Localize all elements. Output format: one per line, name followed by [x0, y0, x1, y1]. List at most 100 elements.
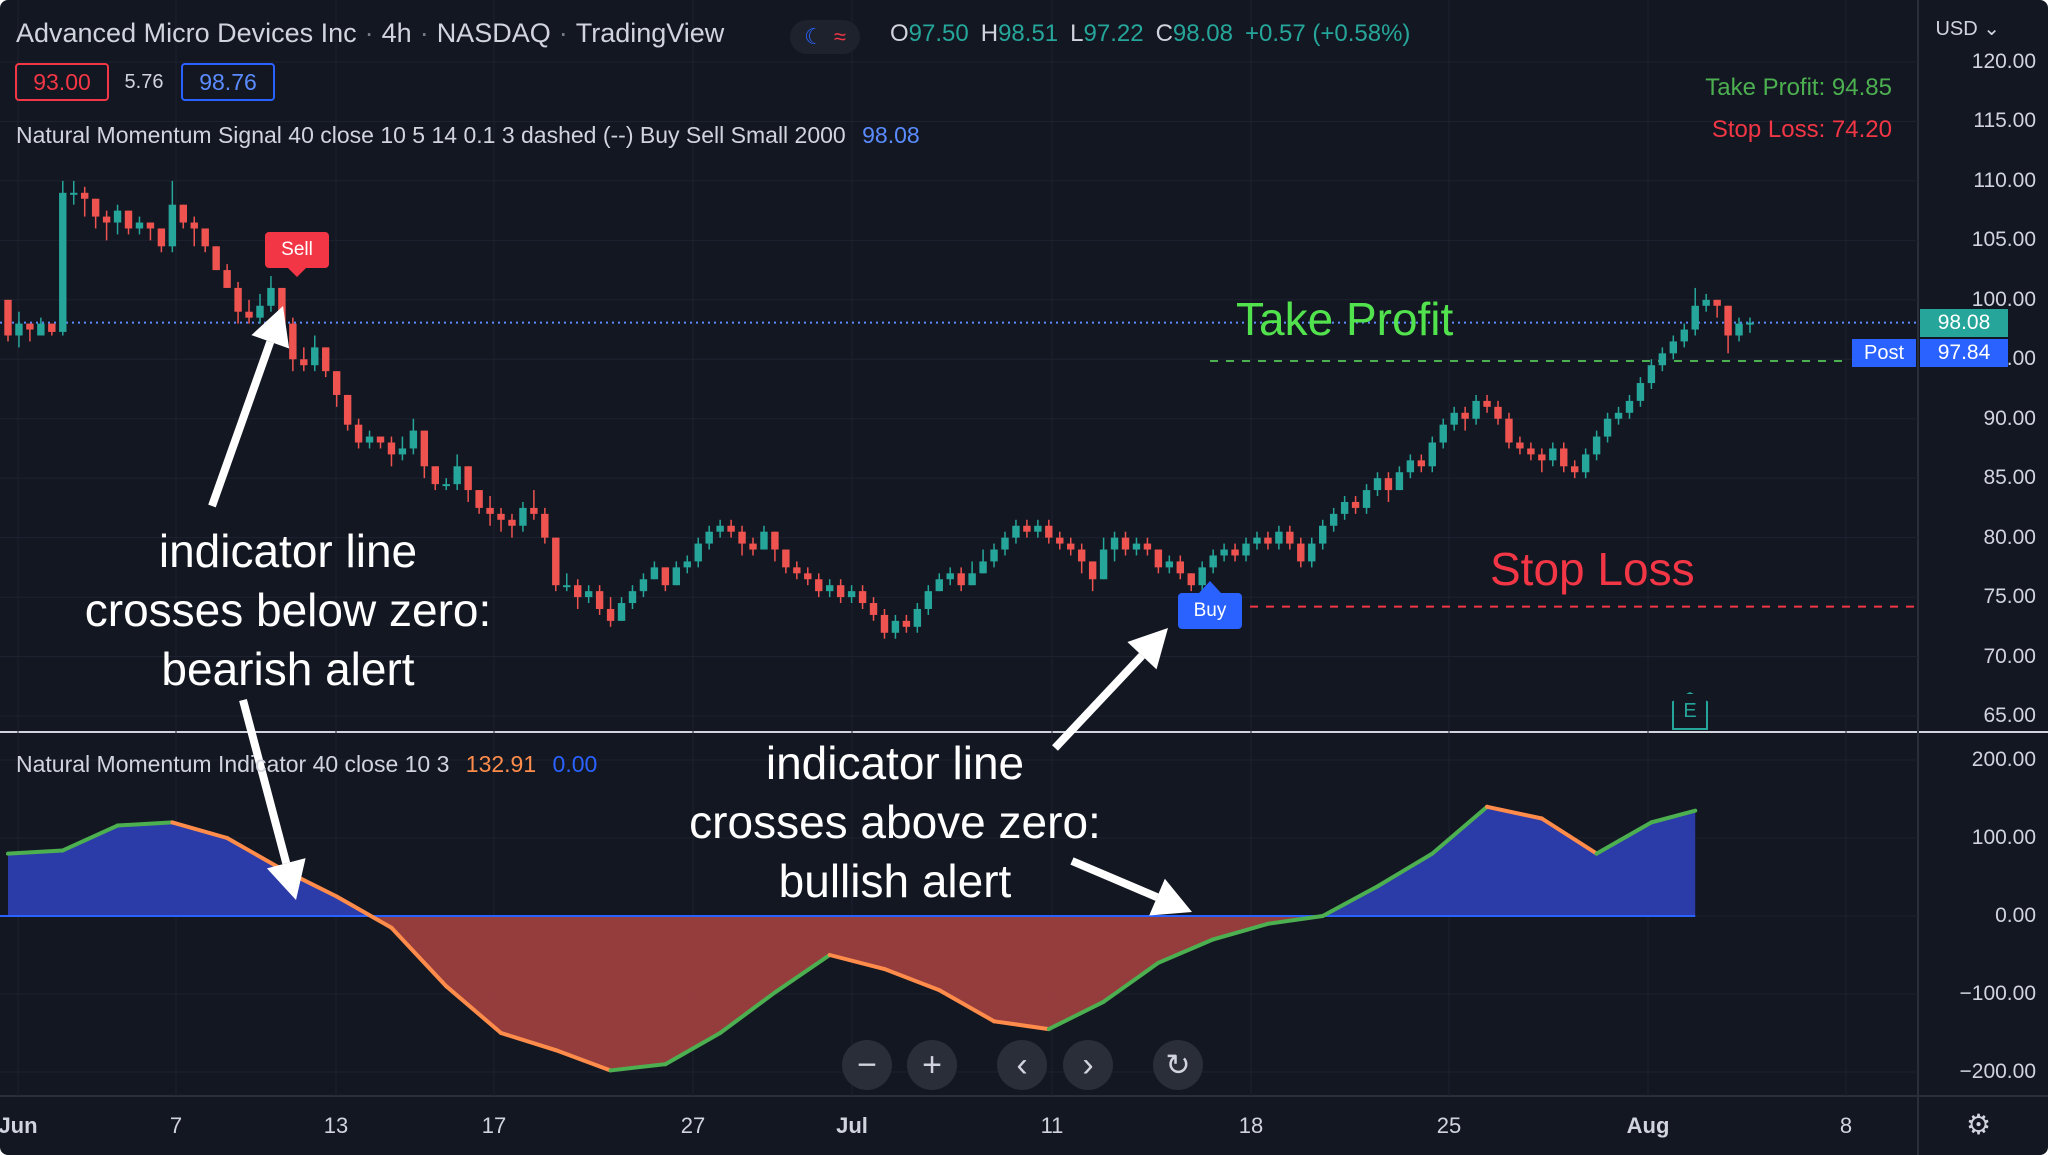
scroll-right-button[interactable]: › — [1063, 1040, 1113, 1090]
candle-body — [124, 210, 133, 229]
candle — [574, 579, 582, 609]
sell-signal-pointer — [286, 266, 308, 277]
zoom-in-button[interactable]: + — [907, 1040, 957, 1090]
candle-body — [990, 549, 998, 562]
candle — [968, 561, 976, 586]
candle — [354, 418, 363, 449]
candle-body — [749, 543, 757, 550]
candle-body — [1154, 549, 1163, 568]
indicator-legend-value1: 132.91 — [465, 751, 537, 777]
candle-body — [267, 287, 275, 306]
candle — [1319, 519, 1327, 550]
zoom-out-button[interactable]: − — [842, 1040, 892, 1090]
indicator-line-segment — [882, 967, 942, 993]
signal-legend[interactable]: Natural Momentum Signal 40 close 10 5 14… — [16, 122, 920, 149]
candle-body — [15, 323, 23, 336]
indicator-line-segment — [1265, 914, 1325, 926]
candle — [1209, 549, 1217, 574]
candle-body — [793, 567, 801, 574]
indicator-legend[interactable]: Natural Momentum Indicator 40 close 10 3… — [16, 751, 597, 778]
time-tick-label: Jul — [836, 1113, 868, 1138]
candle — [1362, 484, 1371, 514]
indicator-legend-name: Natural Momentum Indicator 40 close 10 3 — [16, 751, 450, 777]
candle-body — [1088, 561, 1097, 580]
candle — [420, 430, 429, 479]
candle — [1516, 436, 1524, 455]
price-tick-label: 75.00 — [1983, 585, 2036, 609]
candle-body — [256, 305, 264, 318]
candle — [102, 210, 111, 241]
candle-body — [135, 222, 144, 229]
candle — [409, 418, 418, 455]
earnings-icon[interactable]: E — [1672, 692, 1708, 730]
candle — [1143, 537, 1152, 556]
buy-signal[interactable]: Buy — [1178, 593, 1242, 629]
candle-body — [1614, 412, 1623, 419]
candle — [957, 567, 965, 592]
candle-body — [1077, 549, 1086, 562]
currency-selector[interactable]: USD ⌄ — [1935, 16, 2000, 41]
indicator-line-segment — [334, 894, 394, 930]
candle-body — [902, 620, 911, 627]
candle-body — [628, 591, 637, 604]
gear-icon[interactable]: ⚙ — [1966, 1109, 1992, 1140]
sell-price-button[interactable]: 93.00 — [15, 63, 109, 101]
indicator-line-segment — [444, 984, 504, 1035]
candle-body — [475, 490, 483, 508]
arrow-head — [251, 306, 290, 349]
candle — [1264, 531, 1272, 550]
candle — [1702, 293, 1710, 312]
candle — [179, 204, 187, 229]
sell-signal[interactable]: Sell — [265, 232, 329, 268]
candle — [563, 573, 571, 592]
symbol-name[interactable]: Advanced Micro Devices Inc — [16, 18, 357, 48]
candle — [1483, 394, 1491, 413]
buy-price-button[interactable]: 98.76 — [181, 63, 275, 101]
arrow-head — [1127, 628, 1168, 670]
candle — [1527, 442, 1535, 461]
candle — [935, 573, 943, 592]
arrow-head — [266, 858, 306, 900]
candle-body — [1735, 323, 1743, 336]
candle — [661, 567, 670, 592]
candle-body — [738, 531, 746, 544]
candle-body — [201, 228, 209, 247]
candle — [311, 335, 319, 372]
candle — [497, 507, 505, 532]
scroll-left-button[interactable]: ‹ — [997, 1040, 1047, 1090]
candle-body — [431, 466, 439, 485]
interval[interactable]: 4h — [381, 18, 412, 48]
candle-body — [815, 579, 823, 592]
arrow-shaft — [239, 698, 291, 865]
candle — [924, 585, 933, 615]
price-tick-label: 115.00 — [1973, 109, 2036, 133]
candle — [1121, 531, 1130, 556]
candle — [212, 246, 220, 271]
candle — [1406, 454, 1415, 479]
candle — [1034, 519, 1042, 538]
candle — [913, 603, 922, 633]
candle-body — [584, 591, 593, 598]
indicator-line-segment — [553, 1048, 613, 1073]
candle-body — [1680, 329, 1688, 342]
candle-body — [1362, 490, 1371, 508]
candle — [26, 323, 34, 342]
arrow-to-buy-signal — [1052, 628, 1168, 751]
ohlc-high: 98.51 — [998, 20, 1059, 47]
candle — [990, 543, 998, 568]
candle-body — [1340, 501, 1349, 514]
candle — [628, 585, 637, 609]
indicator-line-segment — [60, 823, 120, 853]
session-toggle[interactable]: ☾ ≈ — [790, 20, 860, 54]
candle — [979, 549, 987, 574]
candle-body — [946, 573, 954, 580]
candle — [847, 585, 856, 604]
candle-body — [354, 424, 363, 443]
candle — [727, 519, 735, 538]
candle-body — [1319, 525, 1327, 544]
candle — [1614, 406, 1623, 425]
indicator-negative-area — [8, 916, 1696, 1071]
candle-body — [519, 507, 527, 526]
reset-button[interactable]: ↻ — [1153, 1040, 1203, 1090]
